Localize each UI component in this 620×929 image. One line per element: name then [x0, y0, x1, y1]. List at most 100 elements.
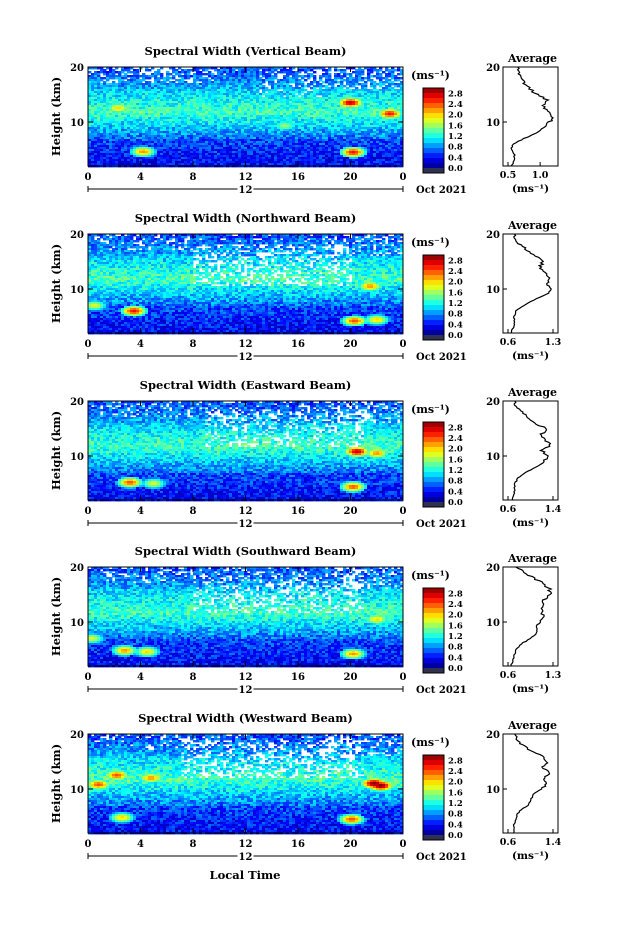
heatmap-cell — [271, 123, 275, 126]
heatmap-cell — [97, 113, 101, 116]
heatmap-cell — [274, 83, 278, 86]
heatmap-cell — [88, 151, 92, 154]
heatmap-cell — [232, 89, 236, 92]
heatmap-cell — [313, 141, 317, 144]
heatmap-cell — [331, 147, 335, 150]
heatmap-cell — [310, 115, 314, 118]
x-tick-label: 12 — [239, 172, 253, 183]
heatmap-cell — [202, 115, 206, 118]
heatmap-cell — [373, 149, 377, 152]
heatmap-cell — [307, 75, 311, 78]
heatmap-cell — [139, 101, 143, 104]
heatmap-cell — [151, 129, 155, 132]
heatmap-cell — [142, 73, 146, 76]
heatmap-cell — [88, 131, 92, 134]
heatmap-cell — [196, 79, 200, 82]
heatmap-cell — [277, 129, 281, 132]
heatmap-cell — [247, 125, 251, 128]
heatmap-cell — [292, 93, 296, 96]
heatmap-cell — [196, 131, 200, 134]
heatmap-cell — [148, 87, 152, 90]
heatmap-cell — [88, 127, 92, 130]
heatmap-cell — [334, 87, 338, 90]
heatmap-cell — [256, 103, 260, 106]
heatmap-cell — [346, 67, 350, 70]
heatmap-cell — [256, 121, 260, 124]
heatmap-cell — [121, 107, 125, 110]
heatmap-cell — [196, 67, 200, 70]
heatmap-cell — [385, 147, 389, 150]
heatmap-cell — [307, 109, 311, 112]
heatmap-cell — [106, 93, 110, 96]
heatmap-cell — [304, 69, 308, 72]
heatmap-cell — [394, 91, 398, 94]
heatmap-cell — [265, 67, 269, 70]
heatmap-cell — [100, 97, 104, 100]
heatmap-cell — [382, 147, 386, 150]
heatmap-cell — [100, 123, 104, 126]
heatmap-cell — [97, 127, 101, 130]
heatmap-cell — [304, 97, 308, 100]
heatmap-cell — [271, 77, 275, 80]
heatmap-cell — [100, 127, 104, 130]
heatmap-cell — [175, 147, 179, 150]
heatmap-cell — [163, 93, 167, 96]
heatmap-cell — [265, 115, 269, 118]
heatmap-cell — [94, 117, 98, 120]
heatmap-cell — [247, 145, 251, 148]
heatmap-cell — [331, 125, 335, 128]
heatmap-cell — [262, 79, 266, 82]
heatmap-cell — [262, 145, 266, 148]
heatmap-cell — [121, 69, 125, 72]
heatmap-cell — [127, 105, 131, 108]
heatmap-cell — [391, 121, 395, 124]
heatmap-cell — [97, 149, 101, 152]
heatmap-cell — [226, 101, 230, 104]
heatmap-cell — [157, 139, 161, 142]
heatmap-cell — [364, 119, 368, 122]
heatmap-cell — [238, 85, 242, 88]
heatmap-cell — [193, 95, 197, 98]
heatmap-cell — [277, 125, 281, 128]
heatmap-cell — [379, 83, 383, 86]
heatmap-cell — [205, 95, 209, 98]
heatmap-cell — [166, 121, 170, 124]
heatmap-cell — [148, 91, 152, 94]
heatmap-cell — [328, 69, 332, 72]
heatmap-cell — [265, 97, 269, 100]
heatmap-cell — [277, 135, 281, 138]
heatmap-cell — [223, 103, 227, 106]
heatmap-cell — [217, 147, 221, 150]
heatmap-cell — [310, 143, 314, 146]
heatmap-cell — [106, 149, 110, 152]
heatmap-cell — [289, 133, 293, 136]
heatmap-cell — [220, 69, 224, 72]
heatmap-cell — [88, 143, 92, 146]
heatmap-cell — [241, 139, 245, 142]
heatmap-cell — [97, 99, 101, 102]
heatmap-cell — [235, 149, 239, 152]
heatmap-cell — [205, 91, 209, 94]
heatmap-cell — [247, 93, 251, 96]
heatmap-cell — [223, 141, 227, 144]
heatmap-cell — [169, 137, 173, 140]
heatmap-cell — [289, 73, 293, 76]
heatmap-cell — [364, 149, 368, 152]
heatmap-cell — [202, 67, 206, 70]
heatmap-cell — [367, 149, 371, 152]
heatmap-cell — [286, 97, 290, 100]
heatmap-cell — [193, 81, 197, 84]
heatmap-cell — [400, 73, 404, 76]
heatmap-cell — [310, 107, 314, 110]
heatmap-cell — [172, 125, 176, 128]
heatmap-cell — [160, 107, 164, 110]
heatmap-cell — [334, 147, 338, 150]
heatmap-cell — [373, 121, 377, 124]
heatmap-cell — [199, 129, 203, 132]
heatmap-cell — [169, 125, 173, 128]
heatmap-cell — [199, 119, 203, 122]
heatmap-cell — [340, 137, 344, 140]
heatmap-cell — [142, 149, 146, 152]
heatmap-cell — [157, 131, 161, 134]
heatmap-cell — [337, 91, 341, 94]
